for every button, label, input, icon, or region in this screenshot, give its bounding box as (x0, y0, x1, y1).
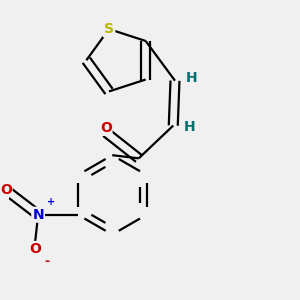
Text: H: H (186, 71, 197, 85)
Text: H: H (184, 120, 196, 134)
Text: -: - (44, 255, 49, 268)
Text: O: O (29, 242, 40, 256)
Text: S: S (104, 22, 114, 36)
Text: N: N (32, 208, 44, 222)
Text: O: O (0, 182, 12, 197)
Text: +: + (47, 196, 55, 207)
Text: O: O (100, 121, 112, 135)
